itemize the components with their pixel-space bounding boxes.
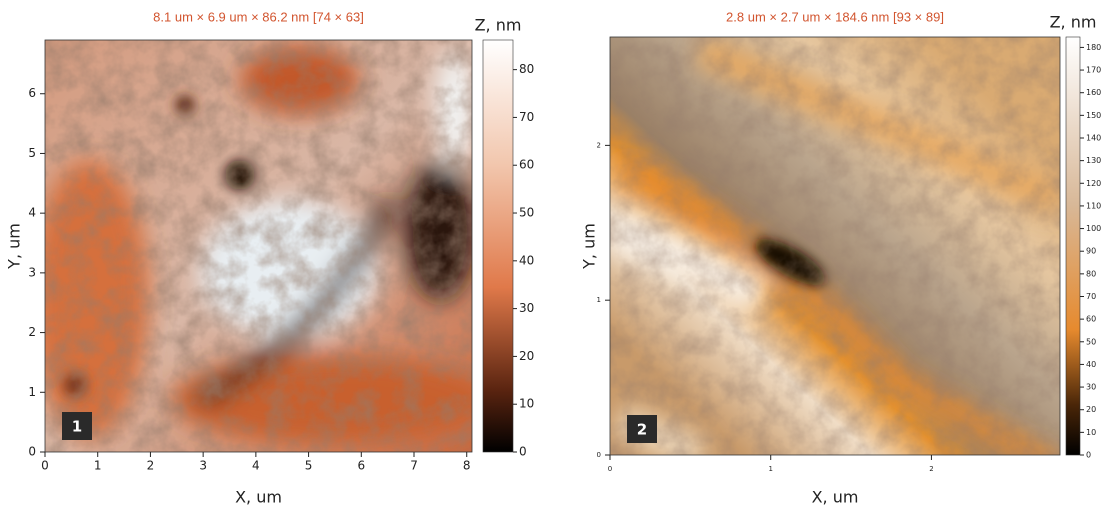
colorbar-tick-label: 70 [519,110,534,124]
colorbar-tick-label: 0 [1086,451,1091,460]
x-tick-label: 7 [410,459,418,473]
y-tick-label: 2 [597,141,601,149]
x-tick-label: 0 [41,459,49,473]
colorbar-tick-label: 40 [519,253,534,267]
colorbar-tick-label: 90 [1086,247,1096,256]
chart-title: 8.1 um × 6.9 um × 86.2 nm [74 × 63] [153,9,364,24]
x-tick-label: 1 [768,465,772,473]
x-tick-label: 0 [608,465,612,473]
y-tick-label: 4 [28,206,36,220]
x-tick-label: 8 [463,459,471,473]
colorbar-tick-label: 40 [1086,360,1096,369]
colorbar-tick-label: 170 [1086,66,1101,75]
colorbar-tick-label: 180 [1086,43,1101,52]
afm-image-2 [610,37,1060,470]
colorbar-tick-label: 50 [1086,337,1096,346]
colorbar-tick-label: 30 [519,301,534,315]
colorbar-tick-label: 140 [1086,133,1101,142]
y-tick-label: 1 [28,385,36,399]
panel-label: 2 [637,421,647,439]
y-tick-label: 3 [28,265,36,279]
colorbar-tick-label: 30 [1086,383,1096,392]
colorbar-tick-label: 100 [1086,224,1101,233]
afm-image-1 [30,40,490,452]
colorbar-tick-label: 0 [519,445,527,459]
colorbar-tick-label: 80 [519,62,534,76]
colorbar-tick-label: 50 [519,206,534,220]
y-tick-label: 1 [597,296,601,304]
colorbar-label: Z, nm [1050,13,1097,32]
y-tick-label: 0 [597,451,601,459]
x-tick-label: 5 [305,459,313,473]
colorbar [483,40,513,452]
figure: 8.1 um × 6.9 um × 86.2 nm [74 × 63] 0 1 2 3 4… [0,0,1110,508]
x-tick-label: 4 [252,459,260,473]
colorbar-tick-label: 130 [1086,156,1101,165]
colorbar-tick-label: 160 [1086,88,1101,97]
colorbar-tick-label: 80 [1086,269,1096,278]
colorbar [1066,37,1080,455]
y-tick-label: 2 [28,325,36,339]
colorbar-tick-label: 10 [1086,428,1096,437]
x-axis-label: X, um [235,488,282,507]
y-tick-label: 6 [28,86,36,100]
y-tick-label: 0 [28,445,36,459]
x-tick-label: 2 [929,465,933,473]
x-axis-label: X, um [812,488,859,507]
x-tick-label: 6 [357,459,365,473]
colorbar-tick-label: 20 [1086,405,1096,414]
colorbar-tick-label: 150 [1086,111,1101,120]
colorbar-tick-label: 20 [519,349,534,363]
y-axis-label: Y, um [580,223,599,270]
colorbar-tick-label: 60 [1086,315,1096,324]
colorbar-tick-label: 110 [1086,201,1101,210]
y-axis-label: Y, um [5,223,24,270]
colorbar-tick-label: 70 [1086,292,1096,301]
chart-title: 2.8 um × 2.7 um × 184.6 nm [93 × 89] [726,9,944,24]
x-tick-label: 1 [94,459,102,473]
panel-label: 1 [72,418,82,436]
colorbar-label: Z, nm [475,16,522,35]
x-tick-label: 2 [147,459,155,473]
colorbar-tick-label: 10 [519,397,534,411]
x-tick-label: 3 [199,459,207,473]
colorbar-tick-label: 120 [1086,179,1101,188]
colorbar-tick-label: 60 [519,158,534,172]
y-tick-label: 5 [28,146,36,160]
